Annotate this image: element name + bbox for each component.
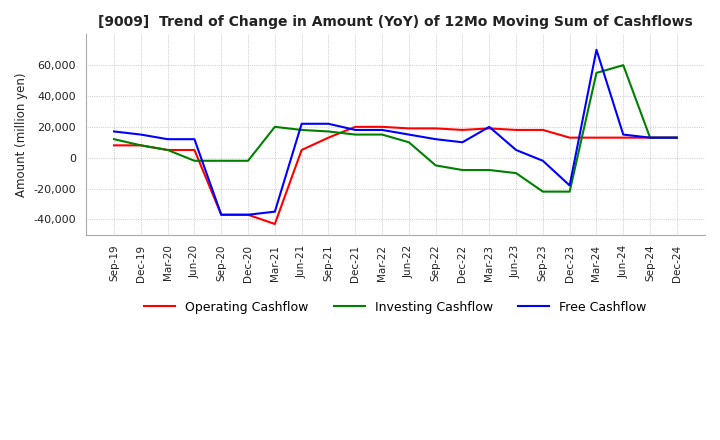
- Investing Cashflow: [565, 189, 574, 194]
- Investing Cashflow: [271, 124, 279, 129]
- Investing Cashflow: [646, 135, 654, 140]
- Free Cashflow: [539, 158, 547, 163]
- Investing Cashflow: [109, 136, 118, 142]
- Investing Cashflow: [458, 167, 467, 172]
- Free Cashflow: [431, 136, 440, 142]
- Operating Cashflow: [297, 147, 306, 153]
- Operating Cashflow: [539, 127, 547, 132]
- Investing Cashflow: [619, 62, 628, 68]
- Free Cashflow: [646, 135, 654, 140]
- Operating Cashflow: [672, 135, 681, 140]
- Investing Cashflow: [351, 132, 359, 137]
- Free Cashflow: [137, 132, 145, 137]
- Investing Cashflow: [378, 132, 387, 137]
- Operating Cashflow: [431, 126, 440, 131]
- Investing Cashflow: [431, 163, 440, 168]
- Operating Cashflow: [137, 143, 145, 148]
- Operating Cashflow: [512, 127, 521, 132]
- Investing Cashflow: [672, 135, 681, 140]
- Free Cashflow: [458, 139, 467, 145]
- Operating Cashflow: [351, 124, 359, 129]
- Free Cashflow: [217, 212, 225, 217]
- Operating Cashflow: [646, 135, 654, 140]
- Free Cashflow: [619, 132, 628, 137]
- Free Cashflow: [244, 212, 253, 217]
- Y-axis label: Amount (million yen): Amount (million yen): [15, 72, 28, 197]
- Operating Cashflow: [217, 212, 225, 217]
- Operating Cashflow: [324, 135, 333, 140]
- Investing Cashflow: [163, 147, 172, 153]
- Operating Cashflow: [378, 124, 387, 129]
- Line: Free Cashflow: Free Cashflow: [114, 50, 677, 215]
- Free Cashflow: [512, 147, 521, 153]
- Free Cashflow: [485, 124, 494, 129]
- Free Cashflow: [109, 129, 118, 134]
- Operating Cashflow: [405, 126, 413, 131]
- Operating Cashflow: [565, 135, 574, 140]
- Free Cashflow: [378, 127, 387, 132]
- Operating Cashflow: [271, 221, 279, 227]
- Operating Cashflow: [163, 147, 172, 153]
- Investing Cashflow: [217, 158, 225, 163]
- Investing Cashflow: [539, 189, 547, 194]
- Free Cashflow: [163, 136, 172, 142]
- Free Cashflow: [297, 121, 306, 126]
- Operating Cashflow: [109, 143, 118, 148]
- Free Cashflow: [324, 121, 333, 126]
- Free Cashflow: [351, 127, 359, 132]
- Free Cashflow: [672, 135, 681, 140]
- Line: Investing Cashflow: Investing Cashflow: [114, 65, 677, 191]
- Investing Cashflow: [512, 170, 521, 176]
- Investing Cashflow: [244, 158, 253, 163]
- Free Cashflow: [565, 183, 574, 188]
- Investing Cashflow: [137, 143, 145, 148]
- Title: [9009]  Trend of Change in Amount (YoY) of 12Mo Moving Sum of Cashflows: [9009] Trend of Change in Amount (YoY) o…: [98, 15, 693, 29]
- Investing Cashflow: [190, 158, 199, 163]
- Operating Cashflow: [619, 135, 628, 140]
- Investing Cashflow: [297, 127, 306, 132]
- Free Cashflow: [271, 209, 279, 214]
- Operating Cashflow: [485, 126, 494, 131]
- Operating Cashflow: [592, 135, 600, 140]
- Investing Cashflow: [592, 70, 600, 76]
- Operating Cashflow: [190, 147, 199, 153]
- Investing Cashflow: [405, 139, 413, 145]
- Legend: Operating Cashflow, Investing Cashflow, Free Cashflow: Operating Cashflow, Investing Cashflow, …: [139, 296, 652, 319]
- Investing Cashflow: [485, 167, 494, 172]
- Investing Cashflow: [324, 129, 333, 134]
- Operating Cashflow: [244, 212, 253, 217]
- Free Cashflow: [190, 136, 199, 142]
- Line: Operating Cashflow: Operating Cashflow: [114, 127, 677, 224]
- Free Cashflow: [592, 47, 600, 52]
- Operating Cashflow: [458, 127, 467, 132]
- Free Cashflow: [405, 132, 413, 137]
